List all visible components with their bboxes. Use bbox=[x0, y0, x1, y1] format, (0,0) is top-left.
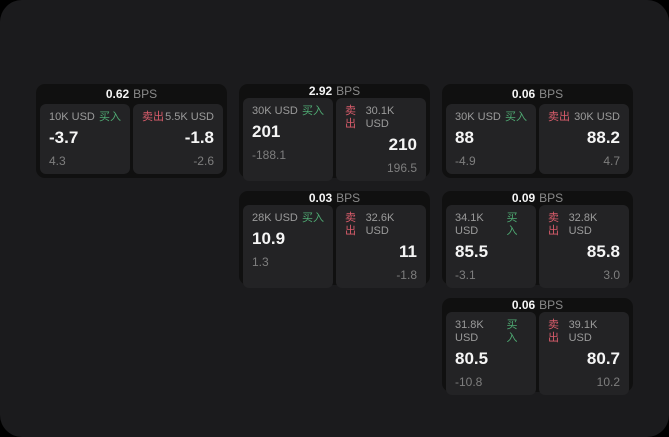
quote-card-body: 10K USD 买入 -3.7 4.3 卖出 5.5K USD -1.8 -2.… bbox=[40, 104, 223, 174]
buy-tile[interactable]: 10K USD 买入 -3.7 4.3 bbox=[40, 104, 130, 174]
sell-sub-value: 196.5 bbox=[386, 161, 417, 175]
quote-card-body: 28K USD 买入 10.9 1.3 卖出 32.6K USD 11 -1.8 bbox=[243, 205, 426, 288]
buy-badge: 买入 bbox=[302, 212, 324, 224]
quote-card: 0.06 BPS 30K USD 买入 88 -4.9 卖出 30K USD 8… bbox=[442, 84, 633, 178]
buy-tile[interactable]: 30K USD 买入 201 -188.1 bbox=[243, 98, 333, 181]
buy-badge: 买入 bbox=[506, 212, 518, 237]
sell-tile[interactable]: 卖出 32.6K USD 11 -1.8 bbox=[336, 205, 426, 288]
bps-value: 0.09 bbox=[511, 191, 536, 205]
bps-unit-label: BPS bbox=[133, 87, 158, 101]
sell-badge: 卖出 bbox=[548, 111, 570, 123]
quote-card: 0.06 BPS 31.8K USD 买入 80.5 -10.8 卖出 39.1… bbox=[442, 298, 633, 395]
bps-value: 0.62 bbox=[105, 87, 130, 101]
sell-sub-value: 3.0 bbox=[603, 268, 620, 282]
sell-sub-value: -2.6 bbox=[193, 154, 214, 168]
quote-card-body: 30K USD 买入 88 -4.9 卖出 30K USD 88.2 4.7 bbox=[446, 104, 629, 174]
buy-amount: 28K USD bbox=[252, 212, 298, 224]
bps-value: 0.03 bbox=[308, 191, 333, 205]
bps-header: 0.06 BPS bbox=[446, 298, 629, 312]
buy-sub-value: 1.3 bbox=[252, 255, 269, 269]
buy-tile[interactable]: 30K USD 买入 88 -4.9 bbox=[446, 104, 536, 174]
buy-price: 80.5 bbox=[455, 349, 489, 368]
sell-amount: 30.1K USD bbox=[365, 105, 395, 130]
buy-price: -3.7 bbox=[49, 128, 79, 147]
sell-tile[interactable]: 卖出 5.5K USD -1.8 -2.6 bbox=[133, 104, 223, 174]
buy-amount: 31.8K USD bbox=[455, 319, 484, 344]
buy-sub-value: -4.9 bbox=[455, 154, 476, 168]
sell-price: 11 bbox=[399, 242, 417, 261]
sell-badge: 卖出 bbox=[345, 212, 356, 237]
cards-grid: 0.62 BPS 10K USD 买入 -3.7 4.3 卖出 5.5K USD… bbox=[36, 84, 633, 395]
quote-card-body: 34.1K USD 买入 85.5 -3.1 卖出 32.8K USD 85.8… bbox=[446, 205, 629, 288]
sell-sub-value: 4.7 bbox=[603, 154, 620, 168]
bps-header: 0.06 BPS bbox=[446, 84, 629, 104]
sell-badge: 卖出 bbox=[345, 105, 356, 130]
bps-header: 0.03 BPS bbox=[243, 191, 426, 205]
sell-amount: 39.1K USD bbox=[568, 319, 598, 344]
sell-price: 85.8 bbox=[586, 242, 620, 261]
buy-price: 201 bbox=[252, 122, 281, 141]
quote-card: 0.62 BPS 10K USD 买入 -3.7 4.3 卖出 5.5K USD… bbox=[36, 84, 227, 178]
sell-tile[interactable]: 卖出 32.8K USD 85.8 3.0 bbox=[539, 205, 629, 288]
buy-amount: 10K USD bbox=[49, 111, 95, 123]
buy-price: 88 bbox=[455, 128, 474, 147]
sell-price: 210 bbox=[388, 135, 417, 154]
quote-card: 0.03 BPS 28K USD 买入 10.9 1.3 卖出 32.6K US… bbox=[239, 191, 430, 288]
bps-unit-label: BPS bbox=[336, 84, 361, 98]
buy-sub-value: -3.1 bbox=[455, 268, 476, 282]
sell-badge: 卖出 bbox=[548, 319, 559, 344]
sell-amount: 30K USD bbox=[574, 111, 620, 123]
buy-sub-value: -10.8 bbox=[455, 375, 483, 389]
quote-card-body: 30K USD 买入 201 -188.1 卖出 30.1K USD 210 1… bbox=[243, 98, 426, 181]
buy-tile[interactable]: 34.1K USD 买入 85.5 -3.1 bbox=[446, 205, 536, 288]
sell-sub-value: -1.8 bbox=[396, 268, 417, 282]
bps-unit-label: BPS bbox=[539, 191, 564, 205]
bps-value: 0.06 bbox=[511, 87, 536, 101]
sell-price: 88.2 bbox=[586, 128, 620, 147]
bps-unit-label: BPS bbox=[539, 298, 564, 312]
buy-sub-value: 4.3 bbox=[49, 154, 66, 168]
buy-sub-value: -188.1 bbox=[252, 148, 287, 162]
sell-amount: 32.6K USD bbox=[365, 212, 395, 237]
sell-price: 80.7 bbox=[586, 349, 620, 368]
sell-tile[interactable]: 卖出 39.1K USD 80.7 10.2 bbox=[539, 312, 629, 395]
buy-price: 85.5 bbox=[455, 242, 489, 261]
buy-badge: 买入 bbox=[505, 111, 527, 123]
quote-card: 2.92 BPS 30K USD 买入 201 -188.1 卖出 30.1K … bbox=[239, 84, 430, 181]
quote-card-body: 31.8K USD 买入 80.5 -10.8 卖出 39.1K USD 80.… bbox=[446, 312, 629, 395]
sell-tile[interactable]: 卖出 30K USD 88.2 4.7 bbox=[539, 104, 629, 174]
buy-badge: 买入 bbox=[506, 319, 518, 344]
sell-amount: 5.5K USD bbox=[165, 111, 214, 123]
bps-value: 2.92 bbox=[308, 84, 333, 98]
sell-tile[interactable]: 卖出 30.1K USD 210 196.5 bbox=[336, 98, 426, 181]
sell-sub-value: 10.2 bbox=[596, 375, 620, 389]
bps-header: 0.62 BPS bbox=[40, 84, 223, 104]
buy-amount: 34.1K USD bbox=[455, 212, 484, 237]
buy-badge: 买入 bbox=[302, 105, 324, 117]
sell-price: -1.8 bbox=[184, 128, 214, 147]
bps-header: 0.09 BPS bbox=[446, 191, 629, 205]
buy-tile[interactable]: 31.8K USD 买入 80.5 -10.8 bbox=[446, 312, 536, 395]
buy-price: 10.9 bbox=[252, 229, 286, 248]
buy-tile[interactable]: 28K USD 买入 10.9 1.3 bbox=[243, 205, 333, 288]
bps-header: 2.92 BPS bbox=[243, 84, 426, 98]
sell-badge: 卖出 bbox=[548, 212, 559, 237]
sell-amount: 32.8K USD bbox=[568, 212, 598, 237]
sell-badge: 卖出 bbox=[142, 111, 164, 123]
buy-amount: 30K USD bbox=[252, 105, 298, 117]
quote-card: 0.09 BPS 34.1K USD 买入 85.5 -3.1 卖出 32.8K… bbox=[442, 191, 633, 288]
bps-value: 0.06 bbox=[511, 298, 536, 312]
buy-amount: 30K USD bbox=[455, 111, 501, 123]
bps-unit-label: BPS bbox=[539, 87, 564, 101]
bps-unit-label: BPS bbox=[336, 191, 361, 205]
buy-badge: 买入 bbox=[99, 111, 121, 123]
